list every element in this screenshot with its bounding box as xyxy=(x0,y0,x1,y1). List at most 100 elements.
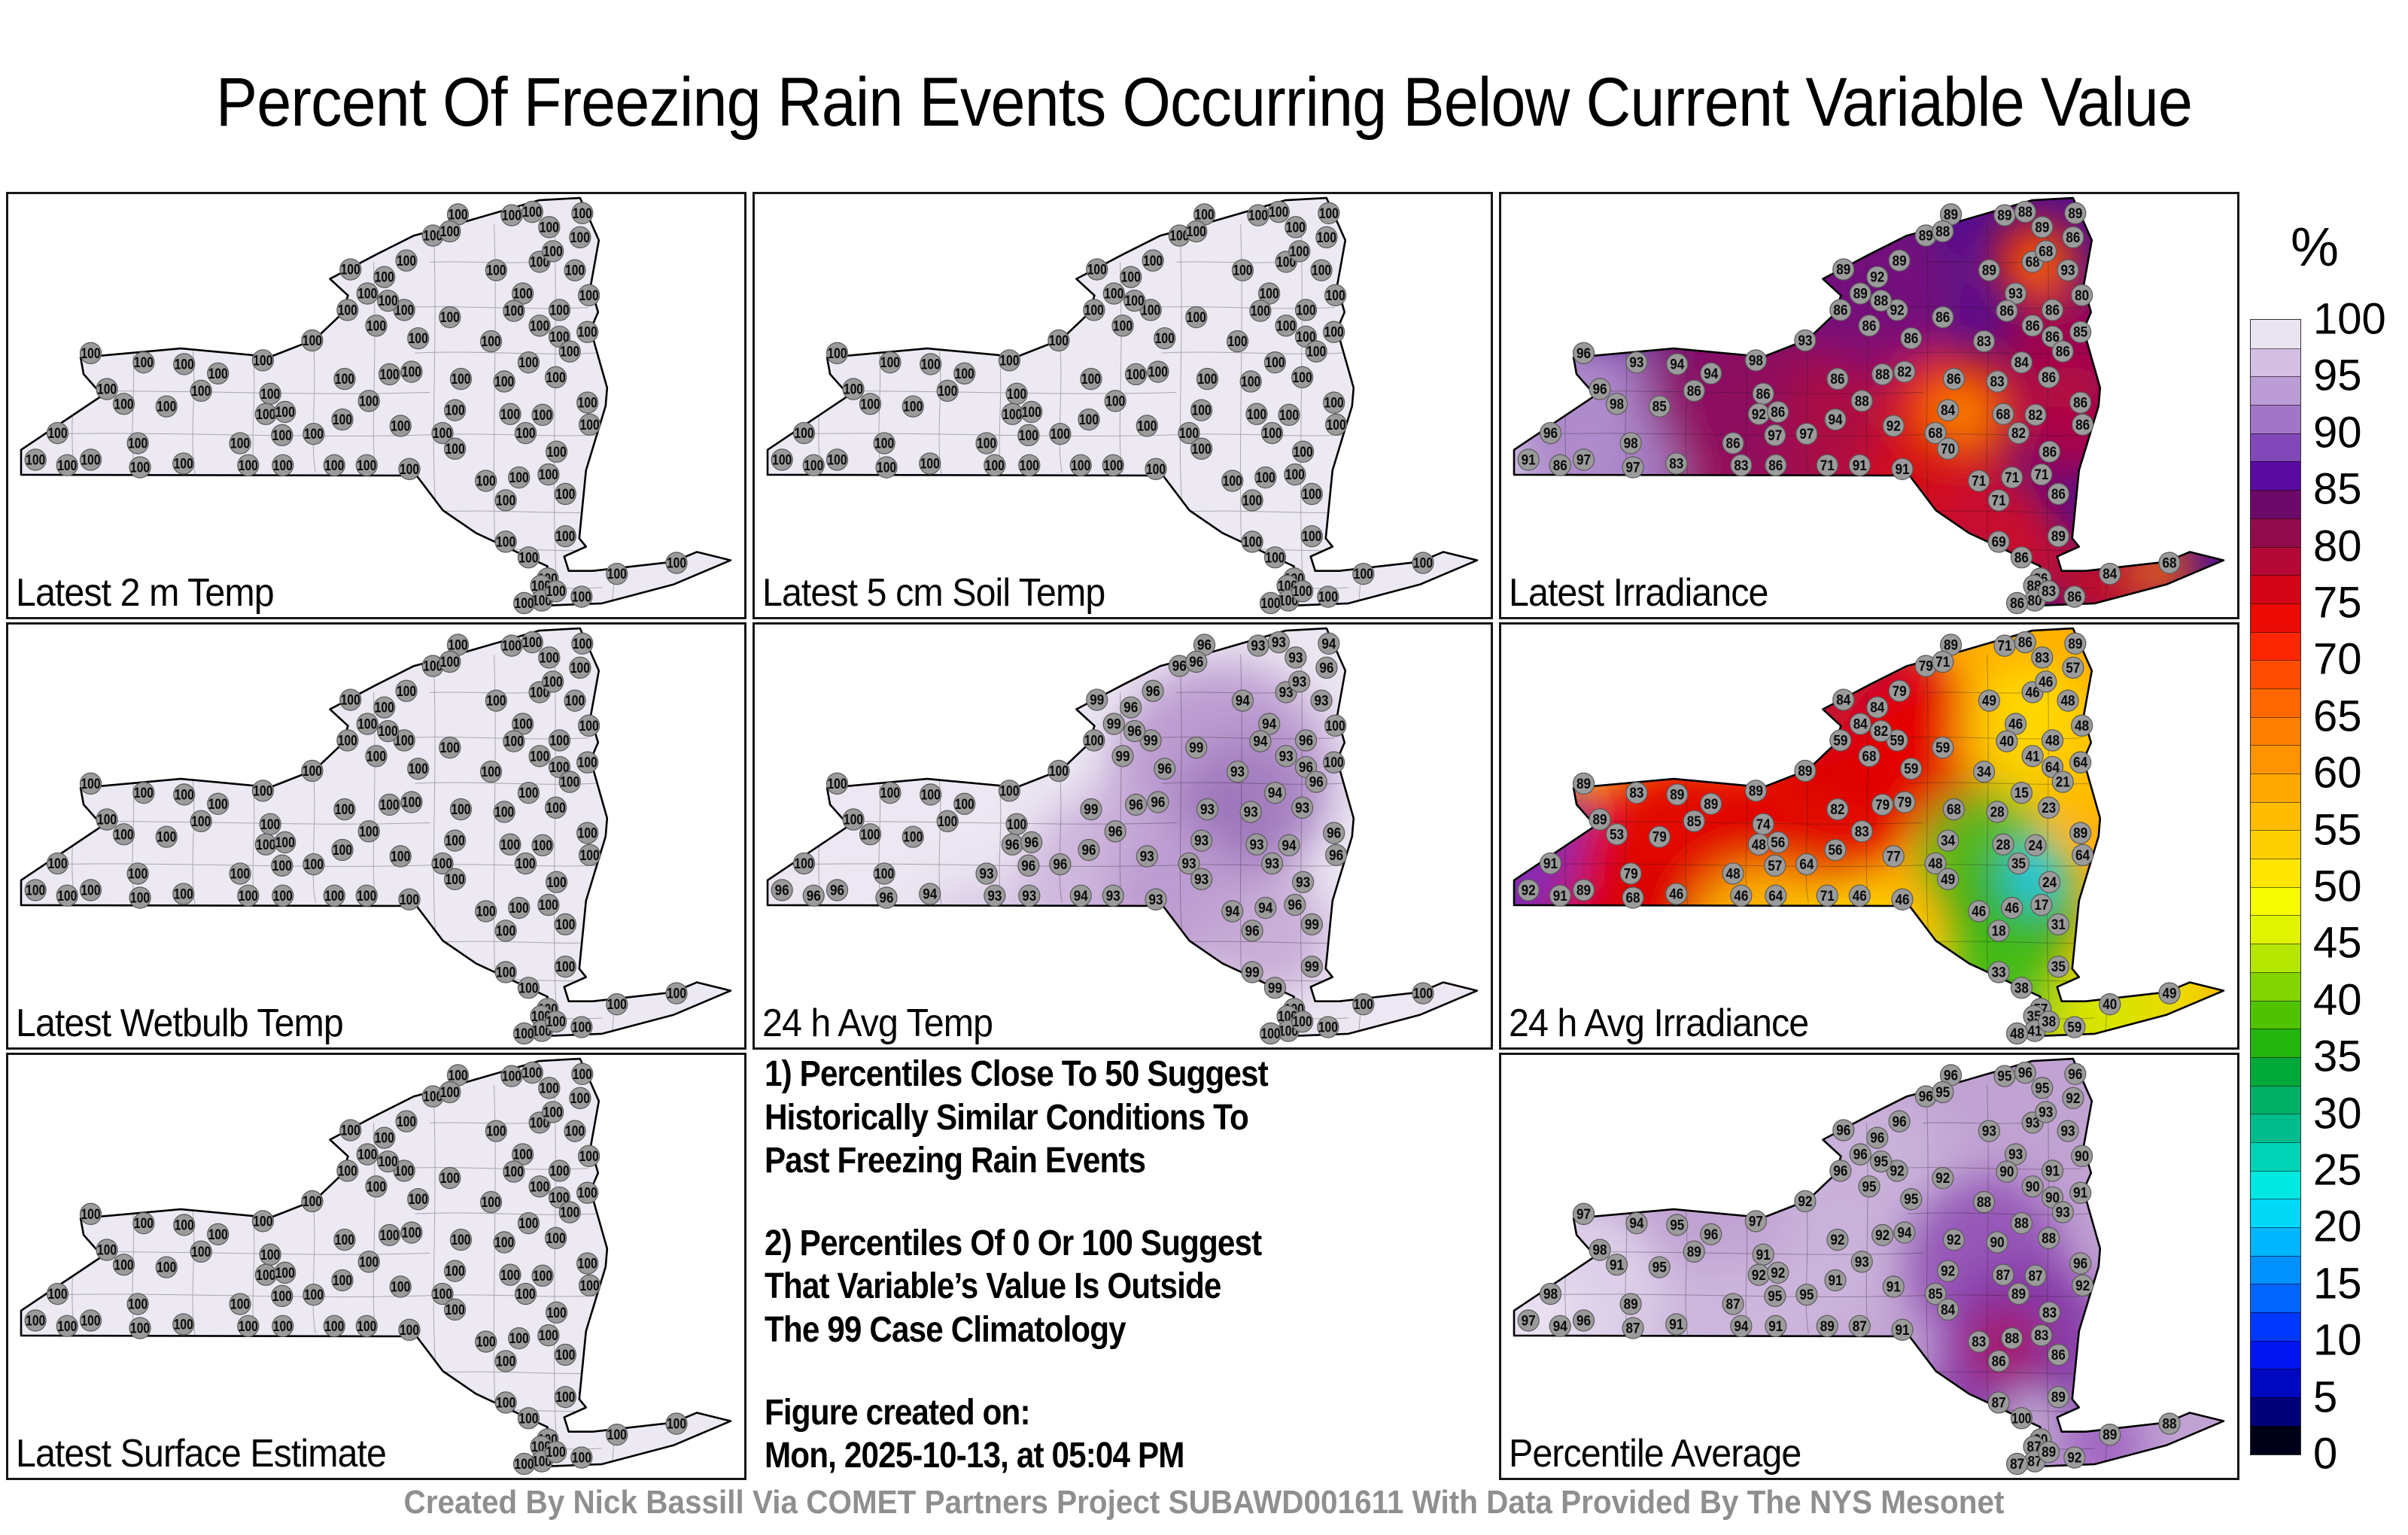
svg-text:100: 100 xyxy=(1297,302,1316,318)
svg-text:96: 96 xyxy=(1836,1123,1850,1139)
svg-text:92: 92 xyxy=(1752,1268,1766,1284)
svg-text:100: 100 xyxy=(208,366,228,382)
svg-text:100: 100 xyxy=(1265,550,1285,566)
svg-text:94: 94 xyxy=(1262,717,1276,733)
svg-text:100: 100 xyxy=(1195,207,1215,223)
colorbar-segment xyxy=(2251,405,2300,433)
svg-text:100: 100 xyxy=(366,318,386,334)
svg-text:100: 100 xyxy=(1141,302,1160,318)
colorbar-segment xyxy=(2251,716,2300,746)
svg-text:94: 94 xyxy=(1268,786,1282,801)
svg-text:100: 100 xyxy=(772,452,792,468)
svg-text:100: 100 xyxy=(394,302,414,318)
svg-text:59: 59 xyxy=(1904,761,1918,777)
svg-text:100: 100 xyxy=(828,346,847,362)
svg-text:100: 100 xyxy=(550,1190,570,1206)
colorbar-tick-label: 25 xyxy=(2313,1145,2362,1195)
state-outline xyxy=(20,196,732,607)
svg-text:93: 93 xyxy=(1230,764,1245,780)
svg-text:68: 68 xyxy=(1947,802,1961,818)
svg-text:28: 28 xyxy=(1996,837,2010,853)
svg-text:94: 94 xyxy=(1553,1319,1567,1335)
svg-text:96: 96 xyxy=(1870,1131,1884,1147)
svg-text:84: 84 xyxy=(2102,567,2117,582)
svg-text:100: 100 xyxy=(1319,206,1339,222)
svg-text:100: 100 xyxy=(445,834,465,850)
svg-text:100: 100 xyxy=(1276,318,1296,334)
svg-text:92: 92 xyxy=(1935,1171,1950,1187)
notes-line: The 99 Case Climatology xyxy=(765,1309,1126,1350)
svg-text:100: 100 xyxy=(451,1233,470,1248)
svg-text:100: 100 xyxy=(540,1081,559,1096)
svg-text:100: 100 xyxy=(795,426,814,442)
svg-text:100: 100 xyxy=(275,405,295,421)
svg-text:100: 100 xyxy=(540,220,559,236)
svg-text:90: 90 xyxy=(2075,1149,2089,1165)
svg-text:100: 100 xyxy=(157,1260,176,1276)
svg-text:100: 100 xyxy=(502,1069,521,1085)
svg-text:100: 100 xyxy=(433,1287,452,1302)
svg-text:96: 96 xyxy=(1299,733,1313,749)
svg-text:100: 100 xyxy=(938,814,957,830)
svg-text:100: 100 xyxy=(303,764,322,780)
svg-text:100: 100 xyxy=(977,436,996,452)
svg-text:100: 100 xyxy=(861,397,880,412)
svg-text:89: 89 xyxy=(1944,207,1958,223)
svg-text:100: 100 xyxy=(550,760,570,776)
svg-text:100: 100 xyxy=(26,1313,45,1329)
svg-text:89: 89 xyxy=(2051,1390,2066,1406)
colorbar-segment xyxy=(2251,546,2300,576)
svg-text:100: 100 xyxy=(1293,584,1312,600)
svg-text:96: 96 xyxy=(830,883,844,898)
svg-text:100: 100 xyxy=(341,693,360,709)
svg-text:100: 100 xyxy=(560,345,579,360)
svg-text:71: 71 xyxy=(1992,493,2006,509)
map-a: 100 100 100 100 100 100 100 100 100 100 100 100 100 1… xyxy=(20,196,732,615)
svg-text:15: 15 xyxy=(2014,786,2029,801)
svg-text:96: 96 xyxy=(1853,1147,1868,1163)
svg-text:34: 34 xyxy=(1941,834,1955,850)
svg-text:89: 89 xyxy=(1944,637,1958,653)
svg-text:100: 100 xyxy=(423,1090,442,1105)
svg-text:100: 100 xyxy=(451,372,470,388)
svg-text:100: 100 xyxy=(81,452,101,468)
svg-text:92: 92 xyxy=(1890,302,1905,318)
svg-text:100: 100 xyxy=(48,1287,68,1302)
svg-text:100: 100 xyxy=(440,1171,460,1187)
notes-block: 2) Percentiles Of 0 Or 100 Suggest That V… xyxy=(765,1222,1496,1352)
svg-text:100: 100 xyxy=(547,875,567,891)
svg-text:91: 91 xyxy=(2073,1186,2087,1202)
svg-text:38: 38 xyxy=(2042,1014,2056,1030)
svg-text:100: 100 xyxy=(530,254,549,270)
svg-text:100: 100 xyxy=(338,1163,357,1179)
svg-text:100: 100 xyxy=(1121,270,1141,286)
svg-text:100: 100 xyxy=(380,798,400,813)
svg-text:100: 100 xyxy=(533,408,552,424)
svg-text:100: 100 xyxy=(1002,407,1022,423)
svg-text:86: 86 xyxy=(1947,372,1961,388)
svg-text:100: 100 xyxy=(494,374,514,390)
svg-text:94: 94 xyxy=(1897,1226,1911,1242)
svg-text:89: 89 xyxy=(1919,229,1933,245)
svg-text:28: 28 xyxy=(1990,804,2005,820)
svg-text:100: 100 xyxy=(1242,534,1262,550)
svg-text:100: 100 xyxy=(175,1217,194,1233)
svg-text:100: 100 xyxy=(476,474,496,490)
colorbar-segment xyxy=(2251,1397,2300,1426)
svg-text:89: 89 xyxy=(1997,208,2011,224)
colorbar-tick-label: 65 xyxy=(2313,692,2362,741)
svg-text:100: 100 xyxy=(303,333,322,349)
svg-text:100: 100 xyxy=(81,777,101,792)
colorbar-segment xyxy=(2251,1000,2300,1029)
panel-latest-soil-temp: 100 100 100 100 100 100 100 100 100 100 100 100 100 1… xyxy=(752,192,1493,619)
svg-text:89: 89 xyxy=(1687,1245,1701,1260)
svg-text:100: 100 xyxy=(509,1331,529,1347)
svg-text:100: 100 xyxy=(1079,412,1099,428)
svg-text:100: 100 xyxy=(1228,334,1248,350)
svg-text:86: 86 xyxy=(2066,230,2080,246)
svg-text:86: 86 xyxy=(2042,370,2056,386)
svg-text:100: 100 xyxy=(539,467,558,483)
colorbar-segment xyxy=(2251,1056,2300,1086)
svg-text:88: 88 xyxy=(1874,293,1888,309)
